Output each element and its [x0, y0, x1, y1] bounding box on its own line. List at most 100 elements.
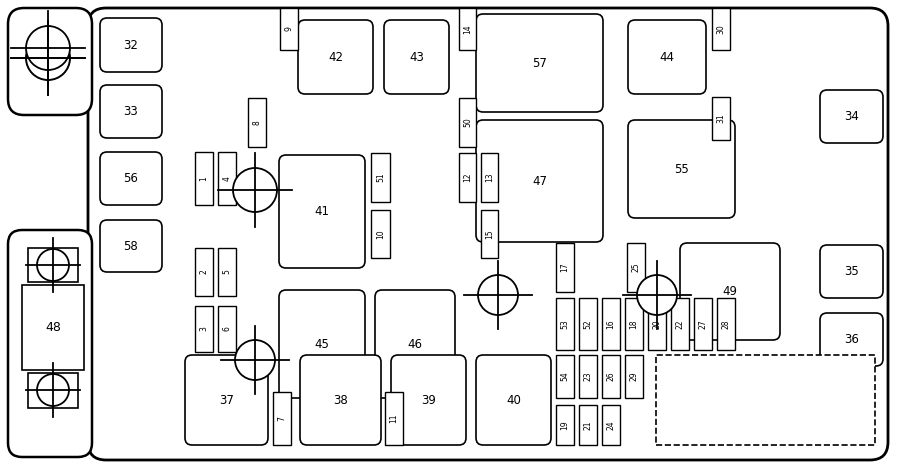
- Text: 17: 17: [561, 263, 570, 272]
- Text: 34: 34: [844, 110, 859, 123]
- Text: 51: 51: [376, 173, 385, 182]
- Bar: [648, 298, 666, 350]
- Circle shape: [26, 26, 70, 70]
- Text: 50: 50: [463, 118, 472, 127]
- Bar: [712, 8, 730, 50]
- Circle shape: [478, 275, 518, 315]
- Text: 54: 54: [561, 372, 570, 381]
- Text: 10: 10: [376, 229, 385, 239]
- Bar: [717, 298, 735, 350]
- Circle shape: [235, 340, 275, 380]
- Text: 55: 55: [674, 163, 688, 175]
- Bar: [481, 153, 498, 202]
- Bar: [625, 298, 643, 350]
- Text: 44: 44: [660, 51, 674, 63]
- Text: 52: 52: [583, 319, 592, 329]
- Text: 45: 45: [315, 338, 329, 350]
- Bar: [602, 298, 620, 350]
- Text: 26: 26: [607, 372, 616, 381]
- Bar: [481, 210, 498, 258]
- Bar: [22, 285, 84, 370]
- Text: 58: 58: [123, 239, 139, 253]
- Bar: [556, 405, 574, 445]
- Text: 16: 16: [607, 319, 616, 329]
- Text: 38: 38: [333, 394, 348, 406]
- FancyBboxPatch shape: [628, 20, 706, 94]
- FancyBboxPatch shape: [8, 8, 92, 115]
- Circle shape: [233, 168, 277, 212]
- Bar: [602, 355, 620, 398]
- Text: 57: 57: [532, 56, 547, 70]
- Text: 8: 8: [253, 120, 262, 125]
- Text: 1: 1: [200, 176, 209, 181]
- Circle shape: [26, 36, 70, 80]
- FancyBboxPatch shape: [279, 155, 365, 268]
- Bar: [218, 306, 236, 352]
- Text: 47: 47: [532, 175, 547, 187]
- Circle shape: [37, 249, 69, 281]
- Text: 30: 30: [716, 24, 725, 34]
- Text: 2: 2: [200, 270, 209, 274]
- Text: 42: 42: [328, 51, 343, 63]
- Bar: [579, 298, 597, 350]
- Bar: [280, 8, 298, 50]
- Text: 9: 9: [284, 26, 293, 31]
- Bar: [371, 153, 390, 202]
- Bar: [218, 248, 236, 296]
- Text: 41: 41: [314, 205, 329, 218]
- Bar: [248, 98, 266, 147]
- FancyBboxPatch shape: [88, 8, 888, 460]
- Bar: [694, 298, 712, 350]
- Bar: [602, 405, 620, 445]
- Text: 35: 35: [844, 265, 859, 278]
- Bar: [625, 355, 643, 398]
- Text: 33: 33: [123, 105, 139, 118]
- Text: 46: 46: [408, 338, 422, 350]
- FancyBboxPatch shape: [476, 120, 603, 242]
- Text: 11: 11: [390, 414, 399, 423]
- FancyBboxPatch shape: [279, 290, 365, 398]
- Text: 56: 56: [123, 172, 139, 185]
- Circle shape: [37, 374, 69, 406]
- FancyBboxPatch shape: [476, 14, 603, 112]
- Bar: [195, 306, 213, 352]
- FancyBboxPatch shape: [820, 90, 883, 143]
- Bar: [671, 298, 689, 350]
- Text: 13: 13: [485, 173, 494, 182]
- Bar: [627, 243, 645, 292]
- Bar: [28, 373, 78, 408]
- Text: 3: 3: [200, 326, 209, 332]
- Text: 39: 39: [421, 394, 436, 406]
- Text: 18: 18: [629, 319, 638, 329]
- FancyBboxPatch shape: [476, 355, 551, 445]
- FancyBboxPatch shape: [820, 245, 883, 298]
- FancyBboxPatch shape: [628, 120, 735, 218]
- Bar: [459, 8, 476, 50]
- Bar: [459, 153, 476, 202]
- Bar: [218, 152, 236, 205]
- Text: 31: 31: [716, 114, 725, 123]
- Text: 53: 53: [561, 319, 570, 329]
- FancyBboxPatch shape: [384, 20, 449, 94]
- Bar: [273, 392, 291, 445]
- FancyBboxPatch shape: [680, 243, 780, 340]
- Bar: [371, 210, 390, 258]
- FancyBboxPatch shape: [100, 85, 162, 138]
- Bar: [656, 355, 875, 445]
- Bar: [556, 355, 574, 398]
- Text: 6: 6: [222, 326, 231, 332]
- Text: 5: 5: [222, 270, 231, 274]
- FancyBboxPatch shape: [820, 313, 883, 366]
- Text: 37: 37: [219, 394, 234, 406]
- FancyBboxPatch shape: [391, 355, 466, 445]
- Text: 29: 29: [629, 372, 638, 381]
- Text: 22: 22: [676, 319, 685, 329]
- Text: 7: 7: [277, 416, 286, 421]
- Text: 12: 12: [463, 173, 472, 182]
- Text: 43: 43: [410, 51, 424, 63]
- Text: 49: 49: [723, 285, 737, 298]
- Bar: [712, 97, 730, 140]
- Text: 4: 4: [222, 176, 231, 181]
- FancyBboxPatch shape: [375, 290, 455, 398]
- Text: 19: 19: [561, 420, 570, 430]
